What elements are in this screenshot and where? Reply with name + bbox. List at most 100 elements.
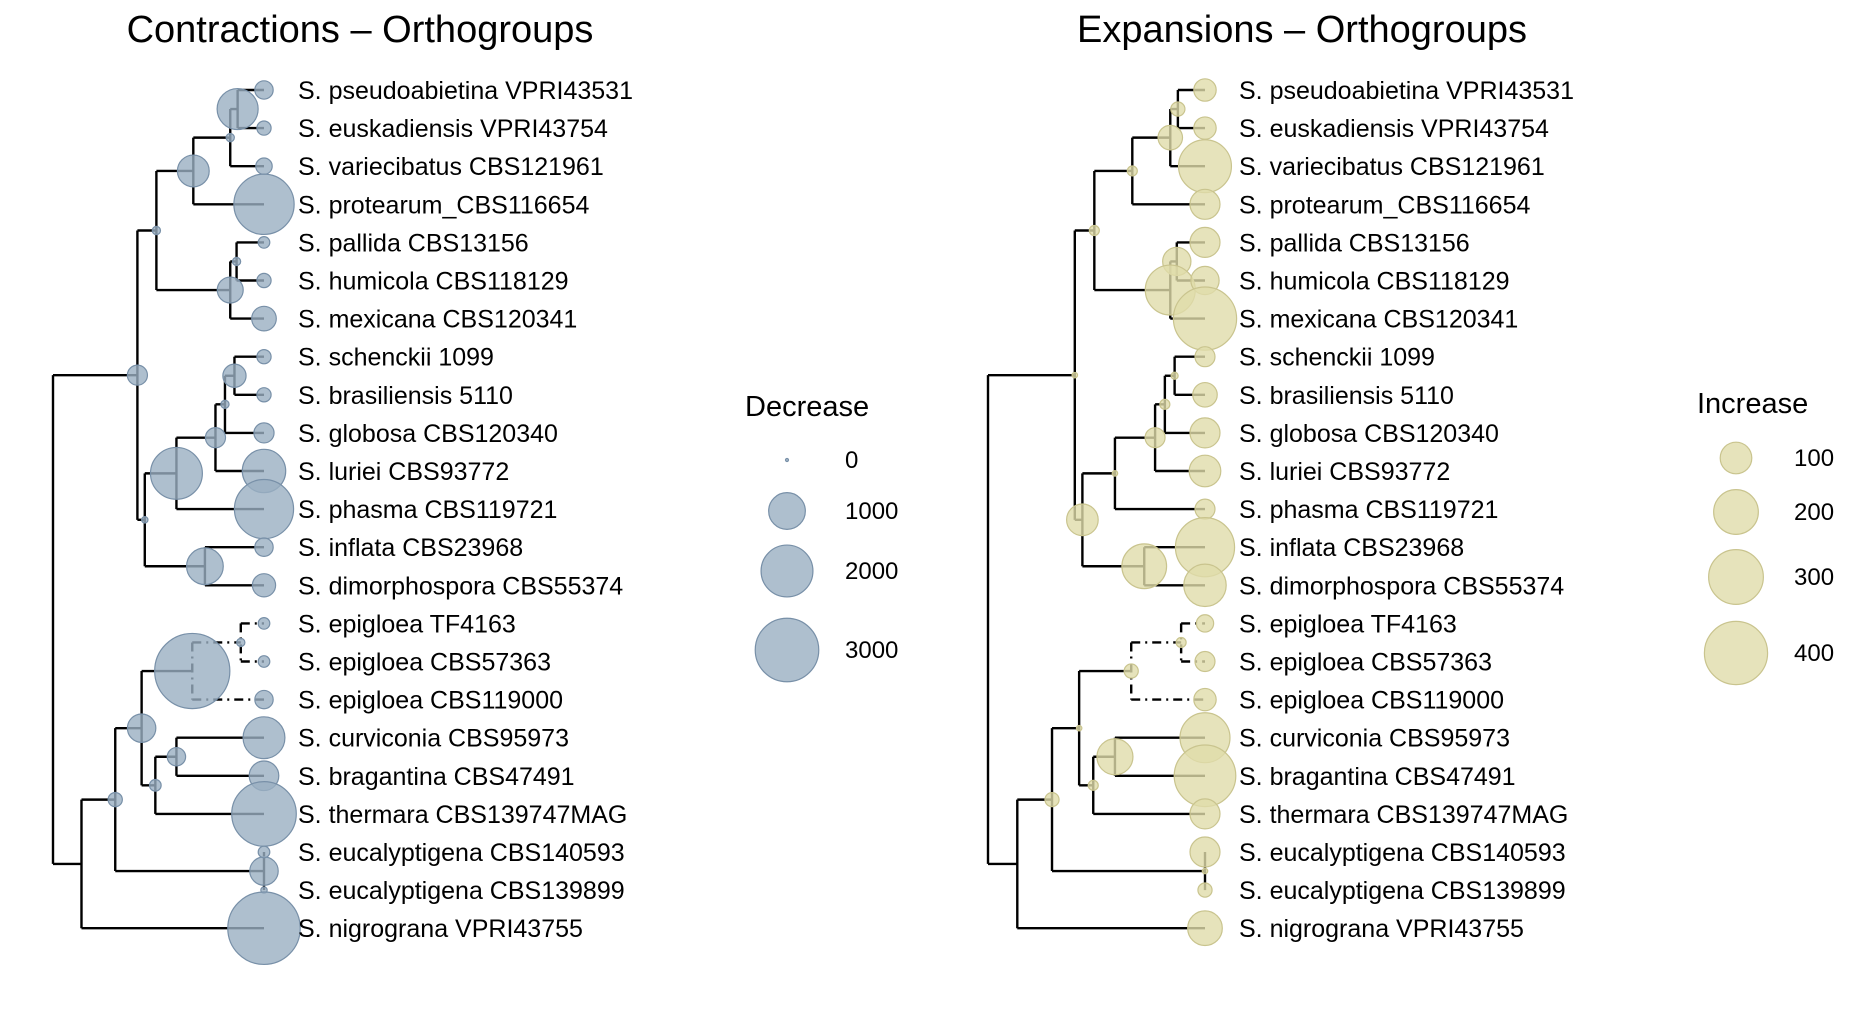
tip-bubble <box>1187 910 1223 947</box>
contractions-tree <box>51 88 266 930</box>
expansions-tree <box>986 88 1207 930</box>
tip-label: S. inflata CBS23968 <box>1239 534 1464 562</box>
tip-bubble <box>257 655 271 668</box>
node-bubble <box>151 225 162 236</box>
tip-bubble <box>1192 381 1218 408</box>
tip-label: S. eucalyptigena CBS139899 <box>1239 877 1566 905</box>
node-bubble <box>216 276 244 304</box>
tip-bubble <box>254 537 274 557</box>
tip-bubble <box>1183 563 1227 608</box>
tip-bubble <box>251 573 277 598</box>
tip-label: S. globosa CBS120340 <box>1239 420 1499 448</box>
node-bubble <box>1044 791 1060 808</box>
tip-label: S. schenckii 1099 <box>1239 344 1435 372</box>
node-bubble <box>1170 101 1186 117</box>
node-bubble <box>220 399 230 410</box>
node-bubble <box>1121 543 1168 590</box>
tip-bubble <box>256 272 272 289</box>
tip-label: S. epigloea CBS119000 <box>1239 687 1504 715</box>
tip-bubble <box>254 689 274 710</box>
tip-bubble <box>1194 346 1216 368</box>
node-bubble <box>1111 470 1119 477</box>
node-bubble <box>249 856 279 886</box>
tip-bubble <box>257 617 271 630</box>
decrease-legend: Decrease 0 1000 2000 3000 <box>745 391 898 683</box>
tip-label: S. protearum_CBS116654 <box>1239 191 1530 219</box>
tip-bubble <box>256 387 272 403</box>
increase-legend-title: Increase <box>1697 388 1808 420</box>
tip-label: S. euskadiensis VPRI43754 <box>1239 115 1549 143</box>
tip-label: S. globosa CBS120340 <box>298 420 558 448</box>
tip-bubble <box>1194 650 1216 673</box>
tip-bubble <box>1193 116 1217 140</box>
tip-label: S. schenckii 1099 <box>298 344 494 372</box>
node-bubble <box>154 632 231 710</box>
node-bubble <box>166 746 187 767</box>
node-bubble <box>1075 724 1083 732</box>
tip-bubble <box>1173 744 1237 808</box>
tip-label: S. epigloea TF4163 <box>1239 610 1457 638</box>
tip-label: S. epigloea TF4163 <box>298 610 516 638</box>
contractions-title: Contractions – Orthogroups <box>127 9 594 51</box>
tip-bubble <box>255 157 273 176</box>
tip-label: S. bragantina CBS47491 <box>1239 763 1516 791</box>
node-bubble <box>1159 398 1171 410</box>
tip-label: S. protearum_CBS116654 <box>298 191 589 219</box>
tip-bubble <box>1189 836 1221 868</box>
tip-bubble <box>1189 188 1221 220</box>
node-bubble <box>1201 867 1209 875</box>
legend-bubble <box>1703 620 1769 686</box>
tip-label: S. nigrograna VPRI43755 <box>298 915 583 943</box>
tip-bubble <box>256 348 272 365</box>
tip-bubble <box>256 120 272 136</box>
tip-label: S. mexicana CBS120341 <box>298 306 577 334</box>
tip-label: S. pseudoabietina VPRI43531 <box>1239 77 1574 105</box>
tip-bubble <box>1193 78 1217 102</box>
tip-label: S. pseudoabietina VPRI43531 <box>298 77 633 105</box>
legend-label: 100 <box>1794 445 1834 472</box>
legend-label: 2000 <box>845 558 898 585</box>
tip-bubble <box>1194 498 1216 520</box>
node-bubble <box>225 132 235 143</box>
increase-legend: Increase 100 200 300 400 <box>1697 388 1834 686</box>
tip-label: S. brasiliensis 5110 <box>298 382 513 410</box>
tip-bubble <box>233 478 295 540</box>
expansions-title: Expansions – Orthogroups <box>1077 9 1527 51</box>
tip-label: S. thermara CBS139747MAG <box>298 801 627 829</box>
tip-label: S. thermara CBS139747MAG <box>1239 801 1568 829</box>
tip-label: S. pallida CBS13156 <box>1239 229 1470 257</box>
tip-bubble <box>257 235 271 249</box>
node-bubble <box>185 547 224 586</box>
node-bubble <box>176 154 210 188</box>
tip-label: S. brasiliensis 5110 <box>1239 382 1454 410</box>
node-bubble <box>126 364 149 386</box>
tip-label: S. curviconia CBS95973 <box>298 725 569 753</box>
node-bubble <box>236 637 246 648</box>
tip-bubble <box>1189 226 1221 258</box>
tip-label: S. dimorphospora CBS55374 <box>298 572 623 600</box>
tip-bubble <box>257 845 271 859</box>
tip-bubble <box>1195 614 1215 633</box>
tip-label: S. bragantina CBS47491 <box>298 763 575 791</box>
tip-bubble <box>254 80 274 100</box>
expansions-bubbles <box>1044 78 1238 947</box>
tip-label: S. epigloea CBS119000 <box>298 687 563 715</box>
node-bubble <box>1088 224 1100 237</box>
node-bubble <box>1170 371 1179 380</box>
tip-label: S. humicola CBS118129 <box>298 268 569 296</box>
node-bubble <box>1096 738 1134 776</box>
tip-label: S. humicola CBS118129 <box>1239 268 1510 296</box>
expansions-panel: Expansions – Orthogroups S. pseudoabieti… <box>986 9 1834 947</box>
node-bubble <box>204 427 227 449</box>
legend-label: 300 <box>1794 564 1834 591</box>
legend-bubble <box>768 492 806 530</box>
legend-bubble <box>1713 489 1759 535</box>
tip-label: S. phasma CBS119721 <box>1239 496 1498 524</box>
tip-label: S. nigrograna VPRI43755 <box>1239 915 1524 943</box>
tip-label: S. epigloea CBS57363 <box>1239 649 1492 677</box>
tip-bubble <box>1189 798 1221 830</box>
tip-bubble <box>1188 454 1222 488</box>
tip-label: S. variecibatus CBS121961 <box>1239 153 1545 181</box>
decrease-legend-title: Decrease <box>745 391 869 423</box>
node-bubble <box>126 713 157 743</box>
